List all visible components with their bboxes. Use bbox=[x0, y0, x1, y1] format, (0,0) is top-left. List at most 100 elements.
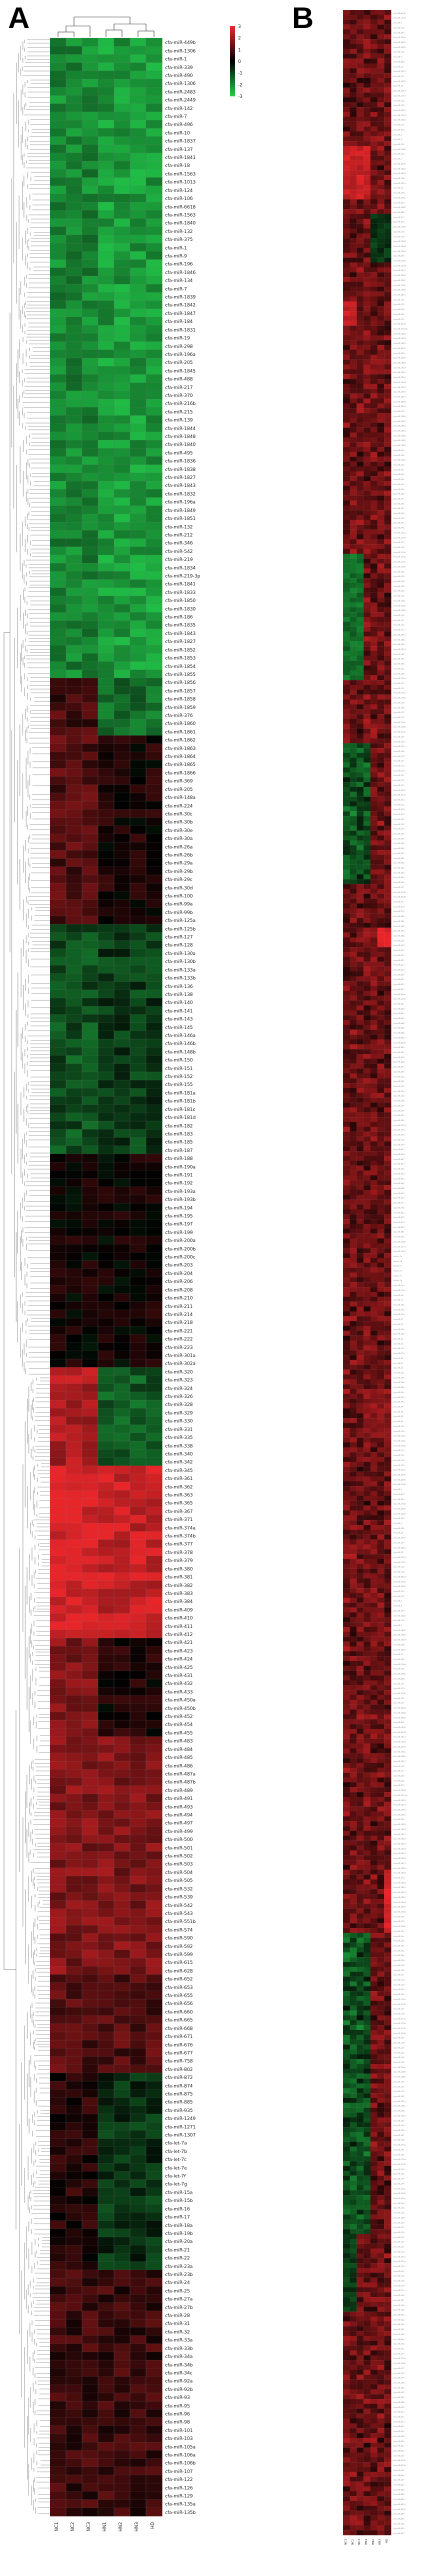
heatmap-a-cell bbox=[146, 1523, 163, 1532]
heatmap-b-cell bbox=[363, 179, 371, 186]
heatmap-a-cell bbox=[98, 2401, 115, 2410]
heatmap-a-cell bbox=[114, 784, 131, 794]
heatmap-a-cell bbox=[130, 1695, 147, 1704]
heatmap-b-cell bbox=[356, 257, 364, 263]
heatmap-a-row-label: cfa-miR-145 bbox=[165, 1025, 193, 1031]
heatmap-a-cell bbox=[82, 735, 99, 744]
heatmap-b-cell bbox=[349, 145, 357, 152]
heatmap-a-cell bbox=[130, 1629, 147, 1639]
heatmap-a-cell bbox=[66, 243, 83, 252]
heatmap-a-cell bbox=[114, 1564, 131, 1573]
heatmap-a-cell bbox=[130, 1211, 147, 1220]
heatmap-a-row-label: cfa-miR-125a bbox=[165, 918, 196, 924]
heatmap-a-row-label: cfa-miR-1865 bbox=[165, 762, 196, 768]
heatmap-b-cell bbox=[356, 481, 364, 487]
heatmap-a-cell bbox=[114, 1432, 131, 1442]
heatmap-a-cell bbox=[114, 481, 131, 490]
heatmap-a-cell bbox=[50, 2269, 67, 2279]
heatmap-b-cell bbox=[370, 19, 378, 25]
heatmap-a-row-label: cfa-miR-30c bbox=[165, 811, 193, 817]
heatmap-a-cell bbox=[146, 341, 163, 351]
heatmap-a-cell bbox=[146, 1449, 163, 1458]
heatmap-a-row-label: cfa-miR-363 bbox=[165, 1492, 193, 1498]
heatmap-a-cell bbox=[114, 1014, 131, 1023]
heatmap-a-row-label: cfa-miR-98 bbox=[165, 2420, 190, 2426]
heatmap-b-cell bbox=[363, 597, 371, 603]
heatmap-a-cell bbox=[50, 965, 67, 974]
heatmap-a-cell bbox=[146, 1252, 163, 1261]
heatmap-a-cell bbox=[66, 1104, 83, 1114]
heatmap-a-cell bbox=[146, 1137, 163, 1147]
heatmap-a-cell bbox=[146, 472, 163, 482]
heatmap-a-cell bbox=[98, 686, 115, 695]
heatmap-a-cell bbox=[82, 2130, 99, 2139]
heatmap-a-cell bbox=[50, 1736, 67, 1746]
heatmap-a-cell bbox=[82, 390, 99, 400]
heatmap-b-cell bbox=[349, 714, 357, 720]
heatmap-a-row-label: cfa-miR-450a bbox=[165, 1698, 196, 1704]
heatmap-a-cell bbox=[98, 497, 115, 507]
heatmap-b-cell bbox=[377, 461, 385, 467]
heatmap-b-cell bbox=[356, 369, 364, 375]
heatmap-a-cell bbox=[82, 2368, 99, 2377]
heatmap-a-row-label: cfa-miR-219 bbox=[165, 557, 193, 563]
heatmap-b-cell bbox=[370, 53, 378, 59]
heatmap-a-row-label: cfa-miR-7 bbox=[165, 286, 187, 292]
heatmap-b-cell bbox=[349, 58, 357, 64]
heatmap-a-cell bbox=[130, 2072, 147, 2082]
heatmap-a-cell bbox=[130, 374, 147, 383]
legend-swatch bbox=[230, 41, 235, 44]
heatmap-a-cell bbox=[98, 874, 115, 884]
heatmap-a-row-label: cfa-miR-329 bbox=[165, 1410, 193, 1416]
heatmap-b-cell bbox=[349, 675, 357, 681]
heatmap-a-cell bbox=[50, 1112, 67, 1122]
heatmap-a-cell bbox=[50, 481, 67, 490]
heatmap-b-cell bbox=[384, 485, 392, 491]
heatmap-a-cell bbox=[98, 2425, 115, 2435]
heatmap-a-cell bbox=[66, 1974, 83, 1983]
heatmap-b-cell bbox=[377, 481, 385, 487]
heatmap-a-row-label: cfa-miR-875 bbox=[165, 2091, 193, 2097]
heatmap-b-cell bbox=[384, 524, 392, 530]
heatmap-a-cell bbox=[82, 464, 99, 474]
heatmap-b-cell bbox=[343, 485, 351, 491]
heatmap-a-row-label: cfa-miR-1841 bbox=[165, 582, 196, 588]
heatmap-b-cell bbox=[356, 612, 364, 618]
heatmap-a-cell bbox=[98, 54, 115, 63]
heatmap-b-cell bbox=[363, 456, 371, 462]
heatmap-a-cell bbox=[130, 267, 147, 277]
heatmap-a-cell bbox=[98, 809, 115, 818]
heatmap-a-row-label: cfa-miR-1841 bbox=[165, 155, 196, 161]
heatmap-a-cell bbox=[146, 1670, 163, 1680]
heatmap-a-cell bbox=[114, 333, 131, 342]
heatmap-a-cell bbox=[66, 2195, 83, 2205]
heatmap-a-cell bbox=[66, 1129, 83, 1138]
heatmap-b-cell bbox=[377, 573, 385, 579]
heatmap-a-cell bbox=[130, 2105, 147, 2115]
heatmap-a-cell bbox=[114, 1408, 131, 1417]
heatmap-b-cell bbox=[343, 233, 351, 239]
heatmap-a-cell bbox=[66, 2072, 83, 2082]
heatmap-b-cell bbox=[377, 247, 385, 253]
heatmap-a-cell bbox=[66, 1424, 83, 1434]
heatmap-b-cell bbox=[370, 92, 378, 98]
heatmap-a-row-label: cfa-miR-653 bbox=[165, 1985, 193, 1991]
heatmap-a-cell bbox=[146, 1473, 163, 1483]
heatmap-a-cell bbox=[98, 1900, 115, 1910]
heatmap-a-cell bbox=[114, 1662, 131, 1672]
heatmap-a-cell bbox=[82, 1022, 99, 1032]
heatmap-a-cell bbox=[130, 546, 147, 556]
heatmap-a-cell bbox=[130, 751, 147, 761]
heatmap-a-cell bbox=[130, 1917, 147, 1926]
heatmap-a-cell bbox=[82, 842, 99, 851]
heatmap-a-cell bbox=[114, 407, 131, 416]
heatmap-a-cell bbox=[98, 1966, 115, 1975]
heatmap-a-cell bbox=[98, 1752, 115, 1762]
heatmap-a-cell bbox=[114, 1851, 131, 1860]
heatmap-b-cell bbox=[370, 704, 378, 710]
heatmap-a-cell bbox=[66, 1555, 83, 1565]
heatmap-a-cell bbox=[50, 1441, 67, 1450]
heatmap-a-cell bbox=[66, 1531, 83, 1540]
heatmap-b-cell bbox=[363, 573, 371, 579]
heatmap-a-row-label: cfa-miR-30b bbox=[165, 820, 193, 826]
